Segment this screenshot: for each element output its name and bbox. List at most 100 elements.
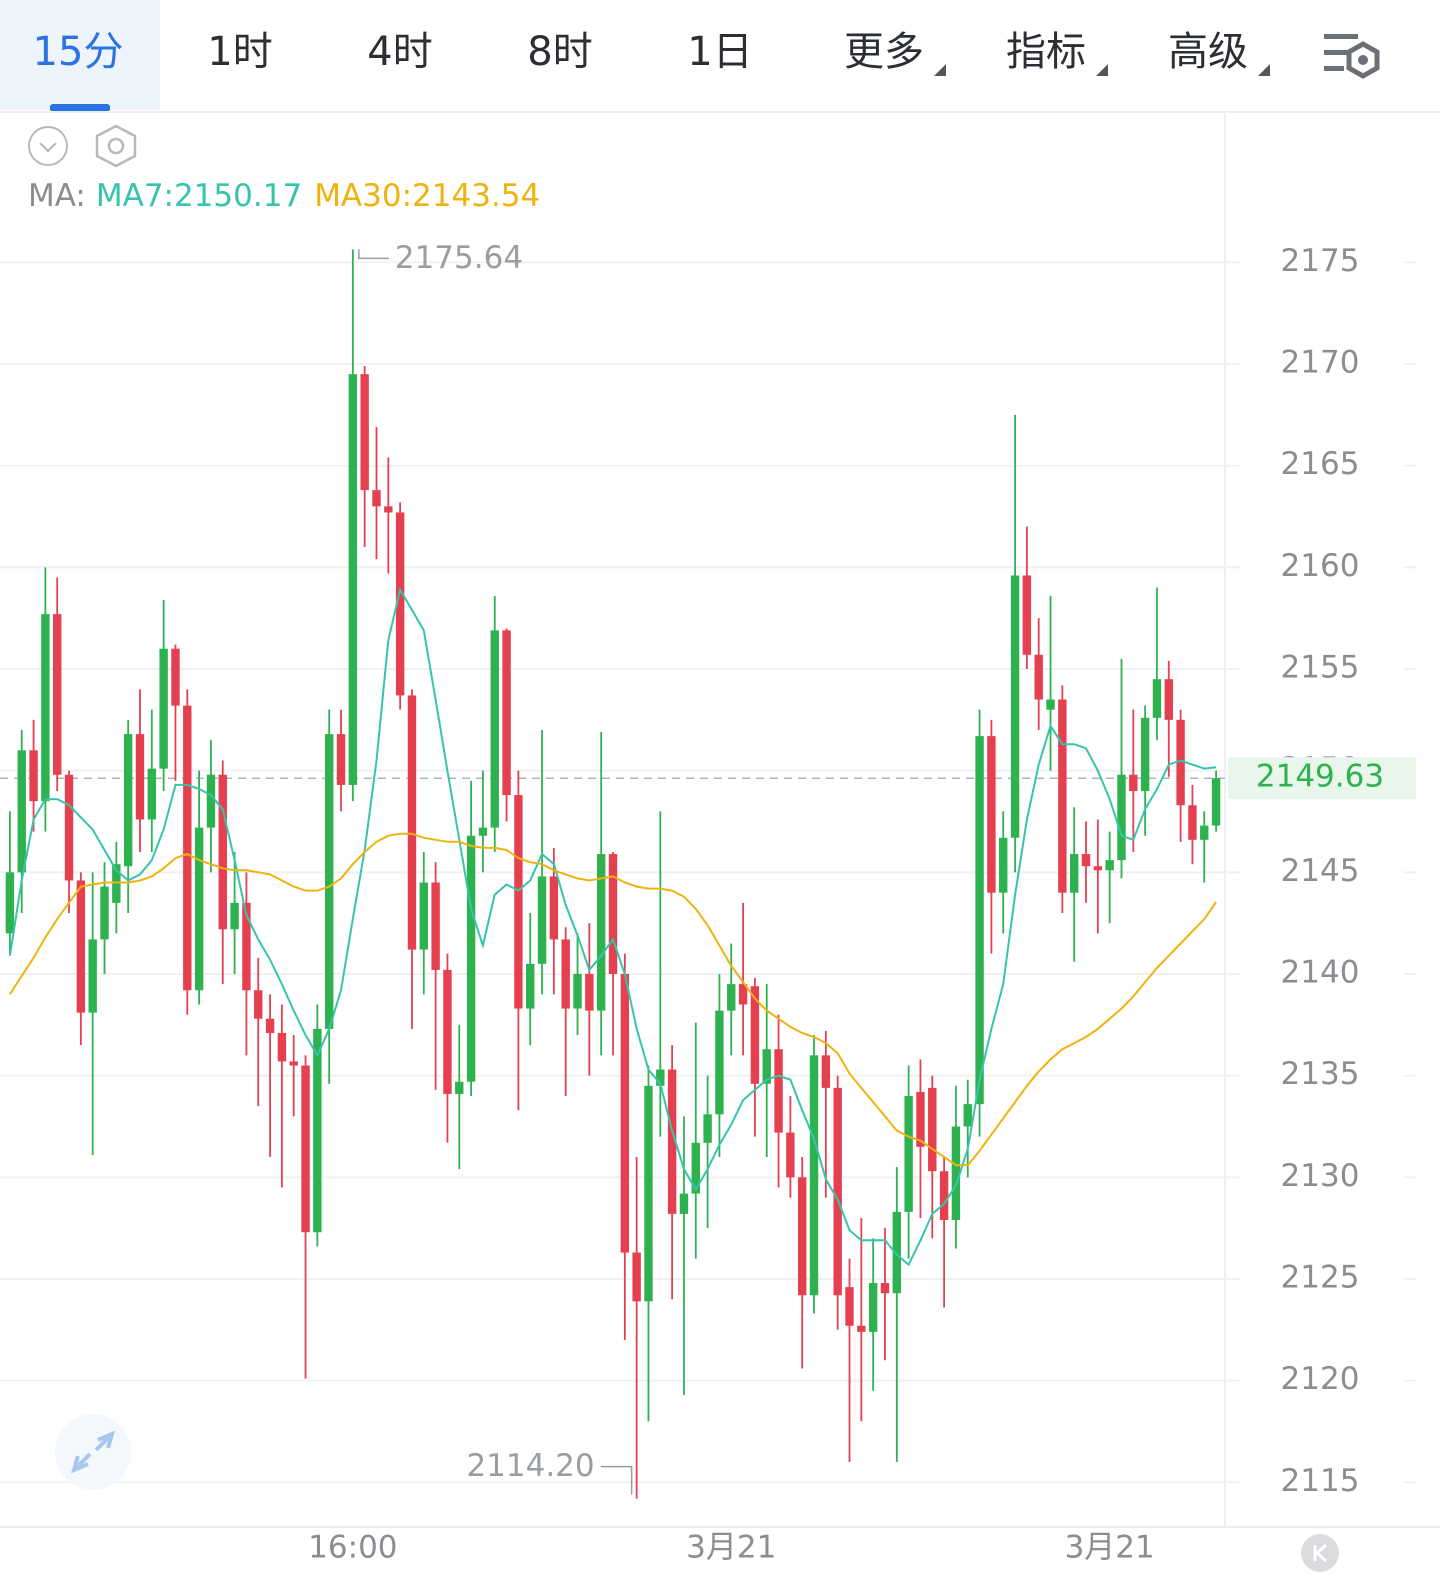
icon-chevron — [39, 142, 57, 153]
candle-body — [916, 1091, 925, 1147]
candle-body — [360, 374, 369, 491]
tab[interactable]: 15分 — [0, 0, 160, 112]
candle-body — [466, 835, 476, 1082]
candle-body — [277, 1032, 287, 1062]
candle-body — [526, 963, 535, 1009]
icon-hex — [95, 124, 137, 168]
logo-circle — [1301, 1534, 1339, 1572]
tab[interactable]: 1时 — [207, 29, 272, 75]
candle-body — [384, 506, 393, 513]
y-tick-label: 2155 — [1281, 650, 1360, 686]
candle-body — [431, 882, 440, 970]
candle-body — [549, 876, 559, 940]
y-tick-label: 2130 — [1281, 1158, 1360, 1194]
candle-body — [632, 1252, 641, 1302]
candle-body — [738, 984, 748, 1005]
tab[interactable]: 高级 — [1168, 29, 1270, 76]
button-bg — [55, 1414, 131, 1490]
icon-dot — [107, 137, 125, 155]
collapse-button[interactable] — [28, 126, 68, 166]
candle-body — [1211, 778, 1221, 826]
fullscreen-button[interactable] — [55, 1414, 131, 1490]
tab-bar: 15分 1时 4时 8时 1日 更多 指标 高级 — [0, 0, 1270, 112]
tab-label: 高级 — [1168, 29, 1248, 75]
candle-body — [774, 1049, 783, 1133]
candle-body — [455, 1081, 464, 1094]
settings-icon[interactable] — [1324, 34, 1380, 79]
dropdown-caret — [1096, 64, 1108, 76]
tab[interactable]: 8时 — [527, 29, 592, 75]
icon-bar — [1324, 34, 1358, 39]
icon-bar — [1324, 66, 1344, 71]
candle-body — [395, 512, 405, 696]
chart-settings-button[interactable] — [95, 124, 137, 168]
annotation-label: 2175.64 — [395, 240, 523, 276]
candle-body — [786, 1132, 795, 1178]
candle-body — [372, 490, 381, 507]
candle-body — [1200, 825, 1209, 840]
logo-mark — [1314, 1543, 1327, 1563]
candle-body — [76, 880, 86, 1013]
candle-body — [809, 1055, 819, 1296]
candle-body — [1022, 575, 1032, 655]
candle-body — [324, 734, 334, 1029]
candle-body — [679, 1193, 689, 1214]
candle-body — [123, 734, 133, 867]
candle-body — [336, 734, 346, 785]
tab-indicator — [50, 104, 110, 112]
candle-body — [667, 1069, 677, 1214]
candle-body — [537, 876, 547, 964]
candle-body — [419, 882, 428, 950]
candle-body — [5, 872, 15, 934]
candle-body — [975, 736, 984, 1105]
candle-body — [999, 837, 1008, 893]
candle-body — [88, 939, 97, 1013]
annotation-leader — [358, 249, 389, 260]
tab[interactable]: 4时 — [367, 29, 432, 75]
candle-body — [230, 902, 239, 930]
candle-body — [727, 984, 736, 1011]
y-tick-label: 2120 — [1281, 1361, 1360, 1397]
candle-body — [585, 973, 594, 1011]
candle-body — [1081, 854, 1091, 867]
candle-body — [206, 774, 216, 828]
y-tick-label: 2115 — [1281, 1463, 1360, 1499]
candle-body — [289, 1061, 298, 1066]
candle-body — [265, 1018, 275, 1033]
candle-body — [41, 614, 50, 802]
icon-circle — [28, 126, 68, 166]
candle-body — [301, 1065, 310, 1233]
candle-body — [147, 768, 157, 820]
candle-body — [821, 1055, 831, 1088]
tab-active-bg — [0, 0, 160, 110]
tab-label: 指标 — [1006, 29, 1086, 75]
last-price-label: 2149.63 — [1256, 759, 1384, 795]
tab-label: 更多 — [844, 29, 924, 75]
candle-body — [171, 648, 180, 706]
icon-hex — [1346, 41, 1380, 79]
tab[interactable]: 1日 — [687, 29, 752, 75]
candle-body — [951, 1126, 961, 1221]
candle-body — [254, 990, 263, 1019]
candle-body — [798, 1177, 807, 1296]
x-tick-label: 16:00 — [308, 1530, 397, 1566]
candle-body — [112, 864, 121, 903]
icon-dot — [1358, 55, 1368, 65]
tab[interactable]: 更多 — [844, 29, 946, 76]
x-tick-label: 3月21 — [1065, 1530, 1155, 1566]
tab[interactable]: 指标 — [1006, 29, 1108, 76]
candle-body — [17, 750, 26, 873]
dropdown-caret — [934, 64, 946, 76]
candle-body — [1164, 679, 1173, 720]
logo-button[interactable] — [1301, 1534, 1339, 1572]
candle-body — [1129, 774, 1138, 792]
icon-bar — [1324, 50, 1348, 55]
y-tick-label: 2160 — [1281, 548, 1360, 584]
candle-body — [762, 1049, 771, 1084]
candle-body — [620, 973, 630, 1253]
candle-body — [904, 1095, 913, 1212]
tab-label: 1时 — [207, 29, 272, 75]
candle-body — [892, 1211, 902, 1294]
